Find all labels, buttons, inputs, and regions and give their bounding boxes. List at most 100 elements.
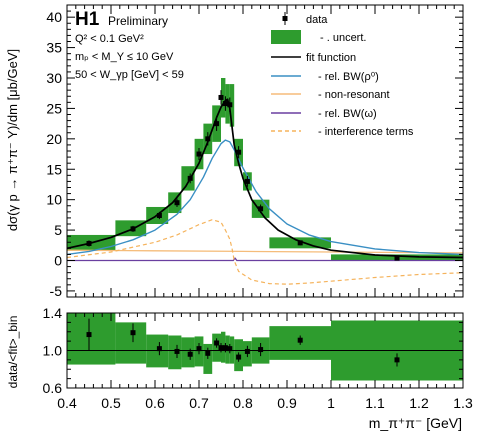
marker — [156, 212, 162, 218]
ratio-y-tick-label: 1.0 — [43, 343, 63, 359]
marker — [214, 340, 220, 346]
x-tick-label: 0.6 — [145, 395, 165, 411]
legend-bw-rho: - rel. BW(ρ⁰) — [271, 71, 379, 83]
main-uncertainty-bands — [67, 78, 463, 261]
marker — [244, 178, 250, 184]
ratio-point-4 — [187, 348, 193, 360]
y-tick-label: 35 — [46, 40, 62, 56]
ratio-band-0 — [67, 313, 116, 365]
ratio-panel: 0.6 1.0 1.4 0.4 0.5 0.6 0.7 0.8 0.9 1 1.1 1.2 1.3 — [43, 305, 473, 411]
marker — [130, 330, 136, 336]
ratio-point-11 — [236, 352, 242, 362]
data-point-14 — [297, 240, 303, 246]
main-axis-ticks: -5 0 5 10 15 20 25 30 35 40 — [46, 5, 464, 299]
marker — [227, 102, 233, 108]
legend-fit-label: fit function — [306, 52, 356, 64]
legend-data: data — [282, 12, 328, 26]
ratio-point-12 — [244, 345, 250, 358]
x-tick-label: 1 — [327, 395, 335, 411]
marker — [156, 346, 162, 352]
marker — [394, 255, 400, 261]
data-point-15 — [394, 255, 400, 261]
marker — [227, 346, 233, 352]
main-panel: -5 0 5 10 15 20 25 30 35 40 — [46, 4, 464, 299]
marker — [205, 350, 211, 356]
x-axis-title: m_π⁺π⁻ [GeV] — [369, 415, 462, 431]
marker — [297, 337, 303, 343]
main-y-axis-title: dσ(γ p → π⁺π⁻ Y)/dm [μb/GeV] — [5, 49, 20, 231]
legend-bw-omega: - rel. BW(ω) — [271, 108, 377, 120]
curve-interference — [66, 219, 464, 285]
data-point-4 — [187, 173, 193, 184]
data-point-6 — [205, 132, 211, 146]
ratio-point-2 — [156, 342, 162, 356]
curve-bw-rho — [66, 139, 464, 256]
data-point-8 — [218, 90, 224, 105]
ratio-uncertainty-bands — [67, 313, 463, 381]
data-point-13 — [258, 204, 264, 214]
marker — [196, 151, 202, 157]
x-tick-label: 1.3 — [453, 395, 473, 411]
legend-interference-label: - interference terms — [318, 126, 414, 138]
marker — [174, 200, 180, 206]
y-tick-label: 25 — [46, 100, 62, 116]
legend: data - . uncert. fit function - rel. BW(… — [271, 12, 414, 138]
legend-data-label: data — [306, 14, 328, 26]
y-tick-label: 0 — [54, 253, 62, 269]
data-point-11 — [236, 146, 242, 159]
marker — [187, 351, 193, 357]
ratio-point-5 — [196, 343, 202, 355]
marker — [218, 94, 224, 100]
legend-bw-rho-label: - rel. BW(ρ⁰) — [318, 71, 379, 83]
y-tick-label: 40 — [46, 9, 62, 25]
marker — [174, 348, 180, 354]
x-tick-label: 0.7 — [189, 395, 209, 411]
legend-uncert: - . uncert. — [271, 30, 366, 44]
ratio-point-7 — [214, 338, 220, 348]
ratio-point-9 — [222, 343, 228, 353]
x-tick-label: 1.2 — [409, 395, 429, 411]
marker — [130, 226, 136, 232]
ratio-point-14 — [297, 335, 303, 345]
curve-bw-omega — [67, 257, 463, 262]
marker — [222, 345, 228, 351]
legend-nonres-label: - non-resonant — [318, 89, 390, 101]
cut-my: mₚ < M_Y ≤ 10 GeV — [75, 51, 174, 63]
marker — [236, 149, 242, 155]
marker — [297, 240, 303, 246]
data-point-12 — [244, 175, 250, 187]
y-tick-label: -5 — [50, 283, 63, 299]
ratio-point-3 — [174, 344, 180, 358]
y-tick-label: 5 — [54, 222, 62, 238]
ratio-point-8 — [218, 343, 224, 353]
data-point-10 — [227, 97, 233, 113]
data-point-2 — [156, 211, 162, 220]
data-point-0 — [86, 240, 92, 247]
ratio-point-1 — [130, 323, 136, 343]
ratio-band-1 — [115, 322, 147, 364]
legend-nonres: - non-resonant — [271, 89, 390, 101]
marker — [258, 206, 264, 212]
cut-w: 50 < W_γp [GeV] < 59 — [75, 69, 184, 81]
legend-bw-omega-label: - rel. BW(ω) — [318, 108, 377, 120]
y-tick-label: 20 — [46, 131, 62, 147]
y-tick-label: 30 — [46, 70, 62, 86]
marker — [244, 348, 250, 354]
marker — [205, 136, 211, 142]
x-tick-label: 1.1 — [365, 395, 385, 411]
data-point-3 — [174, 198, 180, 207]
x-tick-label: 0.8 — [233, 395, 253, 411]
ratio-y-tick-label: 1.4 — [43, 305, 63, 321]
marker — [258, 347, 264, 353]
ratio-data-points — [86, 318, 400, 367]
marker — [86, 332, 92, 338]
legend-interference: - interference terms — [271, 126, 414, 138]
marker — [222, 101, 228, 107]
marker — [218, 345, 224, 351]
marker — [236, 354, 242, 360]
data-point-9 — [222, 96, 228, 111]
x-tick-label: 0.9 — [277, 395, 297, 411]
legend-fit: fit function — [271, 52, 356, 64]
legend-uncert-label: - . uncert. — [320, 32, 366, 44]
x-tick-label: 0.4 — [57, 395, 77, 411]
